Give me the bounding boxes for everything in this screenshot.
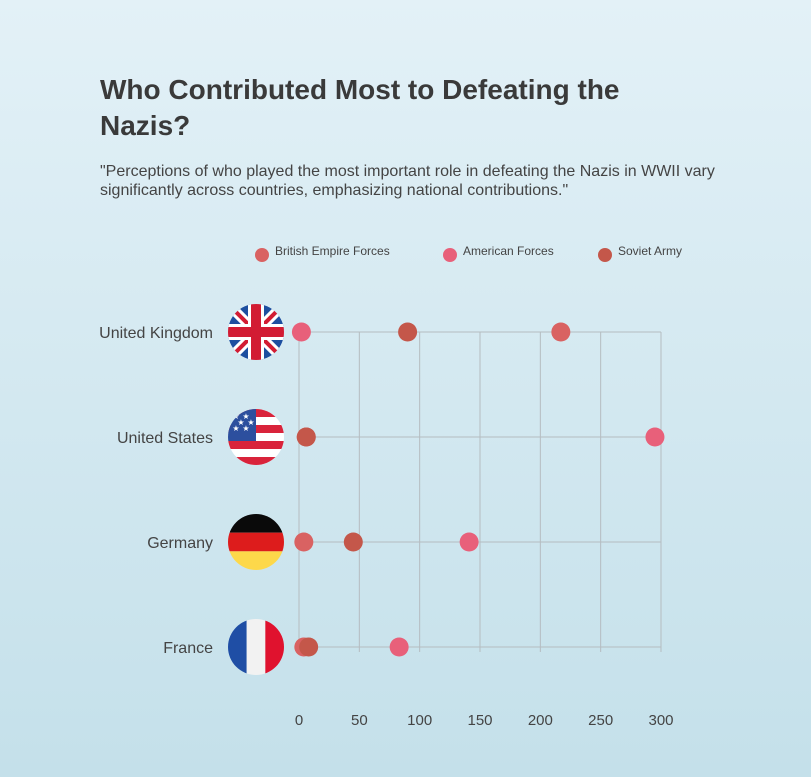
point-1-2 [459, 532, 479, 552]
data-points [291, 322, 665, 657]
point-1-0 [291, 322, 311, 342]
x-tick-label: 50 [351, 712, 368, 729]
svg-text:★: ★ [242, 412, 249, 421]
x-tick-label: 200 [528, 712, 553, 729]
grid-lines [298, 331, 662, 652]
category-labels: United Kingdom United States Germany France [99, 325, 213, 657]
legend-swatch [443, 248, 457, 262]
x-tick-label: 300 [648, 712, 673, 729]
uk-flag-icon [228, 304, 284, 360]
category-label: United States [117, 430, 213, 447]
us-flag-icon: ★ ★★★ ★★ [228, 409, 284, 465]
point-2-3 [299, 637, 319, 657]
svg-text:★: ★ [247, 418, 254, 427]
point-2-0 [398, 322, 418, 342]
x-tick-label: 0 [295, 712, 303, 729]
legend: British Empire Forces American Forces Sovi… [255, 244, 682, 262]
svg-text:★: ★ [232, 424, 239, 433]
point-1-1 [645, 427, 665, 447]
legend-label: Soviet Army [618, 244, 682, 258]
legend-swatch [255, 248, 269, 262]
chart-subtitle: "Perceptions of who played the most impo… [100, 163, 715, 199]
x-tick-label: 100 [407, 712, 432, 729]
legend-label: American Forces [463, 244, 554, 258]
x-tick-label: 250 [588, 712, 613, 729]
x-tick-label: 150 [467, 712, 492, 729]
x-axis-ticks: 0 50 100 150 200 250 300 [295, 712, 674, 729]
point-2-2 [343, 532, 363, 552]
category-label: Germany [147, 535, 213, 552]
germany-flag-icon [228, 514, 284, 570]
point-1-3 [389, 637, 409, 657]
category-label: United Kingdom [99, 325, 213, 342]
legend-swatch [598, 248, 612, 262]
chart-title: Who Contributed Most to Defeating the Na… [100, 74, 620, 141]
legend-label: British Empire Forces [275, 244, 390, 258]
category-label: France [163, 640, 213, 657]
point-0-2 [294, 532, 314, 552]
svg-text:★: ★ [237, 418, 244, 427]
france-flag-icon [228, 619, 284, 675]
point-2-1 [296, 427, 316, 447]
point-0-0 [551, 322, 571, 342]
svg-text:★: ★ [242, 424, 249, 433]
flags: ★ ★★★ ★★ [228, 304, 284, 675]
